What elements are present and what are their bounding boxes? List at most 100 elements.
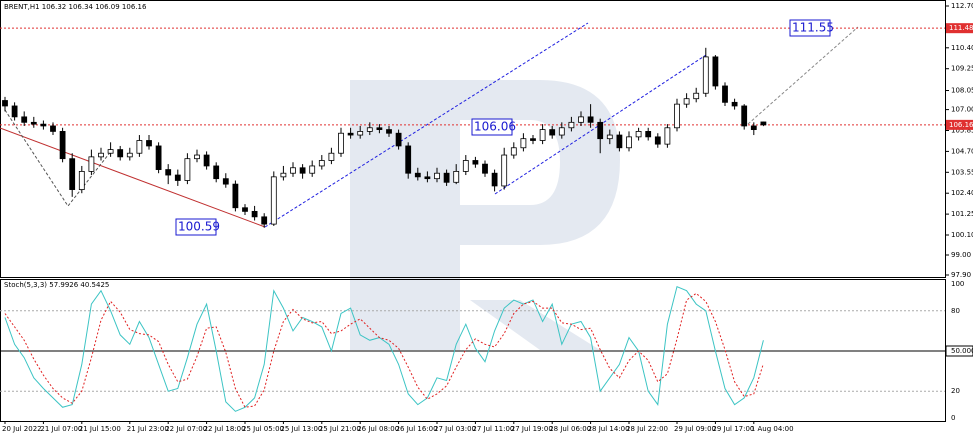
candle-body — [443, 172, 450, 183]
annotation: 111.55 — [792, 21, 834, 35]
candle-body — [395, 132, 402, 147]
candle-body — [347, 132, 354, 136]
x-tick-label: 28 Jul 14:00 — [588, 425, 630, 433]
price-panel-frame — [0, 0, 946, 278]
candle-body — [11, 105, 18, 118]
candle-body — [318, 160, 325, 167]
candle-body — [117, 149, 124, 158]
candle-body — [568, 121, 575, 129]
x-tick-label: 27 Jul 03:00 — [434, 425, 476, 433]
price-label: 106.16 — [949, 121, 973, 129]
candle-body — [424, 176, 431, 180]
candle-body — [587, 116, 594, 123]
x-tick-label: 25 Jul 05:00 — [242, 425, 284, 433]
y-tick-label: 109.25 — [951, 65, 973, 73]
candle-body — [462, 160, 469, 172]
channel-line — [264, 22, 589, 228]
candle-body — [59, 131, 66, 160]
candle-body — [366, 127, 373, 132]
candle-body — [136, 140, 143, 154]
x-tick-label: 29 Jul 09:00 — [674, 425, 716, 433]
candle-body — [50, 125, 56, 132]
candle-body — [126, 152, 133, 158]
candle-body — [616, 134, 623, 149]
candle-body — [98, 152, 104, 158]
y-tick-label: 103.55 — [951, 168, 973, 176]
candle-body — [270, 176, 277, 225]
candle-body — [510, 147, 517, 156]
candle-body — [30, 121, 37, 125]
projection-line — [747, 26, 859, 125]
candle-body — [578, 116, 584, 123]
x-tick-label: 26 Jul 08:00 — [357, 425, 399, 433]
price-label-box — [946, 23, 973, 34]
candle-body — [549, 129, 556, 136]
candle-body — [654, 136, 661, 145]
candle-body — [107, 149, 114, 154]
candle-body — [414, 172, 421, 178]
candle-body — [78, 170, 85, 190]
candle-body — [683, 98, 690, 105]
candle-body — [741, 105, 748, 127]
candle-body — [453, 170, 460, 183]
candle-body — [376, 127, 383, 130]
candle-body — [165, 169, 172, 176]
x-tick-label: 21 Jul 15:00 — [79, 425, 121, 433]
chart-header: BRENT,H1 106.32 106.34 106.09 106.16 — [4, 3, 147, 11]
candle-body — [213, 165, 220, 180]
candle-body — [222, 178, 229, 185]
x-tick-label: 27 Jul 11:00 — [472, 425, 514, 433]
candle-body — [722, 85, 728, 103]
price-label-box — [946, 119, 973, 130]
candle-body — [760, 121, 767, 126]
y-tick-label: 20 — [951, 387, 960, 395]
candle-body — [635, 131, 642, 138]
level-label-box — [945, 345, 973, 357]
candle-body — [664, 127, 671, 145]
y-tick-label: 99.00 — [951, 251, 971, 259]
x-tick-label: 25 Jul 13:00 — [280, 425, 322, 433]
candle-body — [405, 145, 412, 174]
candle-body — [434, 172, 440, 180]
y-tick-label: 104.70 — [951, 147, 973, 155]
x-tick-label: 21 Jul 23:00 — [127, 425, 169, 433]
candle-body — [232, 183, 239, 209]
candle-body — [645, 131, 652, 138]
y-tick-label: 0 — [951, 414, 955, 422]
candle-body — [338, 132, 344, 154]
y-tick-label: 97.90 — [951, 271, 971, 279]
trend-line — [4, 109, 113, 207]
x-tick-label: 1 Aug 04:00 — [751, 425, 794, 433]
candle-body — [357, 131, 364, 136]
candle-body — [88, 156, 95, 172]
annotation: 100.59 — [178, 220, 220, 234]
y-tick-label: 100.10 — [951, 231, 973, 239]
x-tick-label: 26 Jul 16:00 — [396, 425, 438, 433]
candle-body — [472, 160, 479, 165]
y-tick-label: 110.40 — [951, 44, 973, 52]
annotation-box — [471, 118, 513, 136]
x-tick-label: 28 Jul 06:00 — [549, 425, 591, 433]
candle-body — [558, 127, 565, 136]
y-tick-label: 107.00 — [951, 106, 973, 114]
candle-body — [606, 134, 613, 140]
trend-line — [0, 127, 266, 228]
candle-body — [155, 145, 162, 170]
x-tick-label: 27 Jul 19:00 — [511, 425, 553, 433]
candle-body — [482, 163, 488, 174]
candle-body — [184, 158, 191, 181]
annotation-box — [175, 218, 217, 236]
candle-body — [194, 154, 200, 160]
y-tick-label: 102.40 — [951, 189, 973, 197]
candle-body — [251, 210, 258, 218]
candle-body — [530, 138, 536, 141]
candle-body — [290, 167, 296, 174]
x-tick-label: 21 Jul 07:00 — [40, 425, 82, 433]
stoch-line — [4, 285, 764, 412]
candle-body — [40, 123, 47, 127]
y-tick-label: 50.0000 — [951, 347, 973, 355]
x-tick-label: 29 Jul 17:00 — [712, 425, 754, 433]
annotation: 106.06 — [474, 120, 516, 134]
y-tick-label: 80 — [951, 307, 960, 315]
